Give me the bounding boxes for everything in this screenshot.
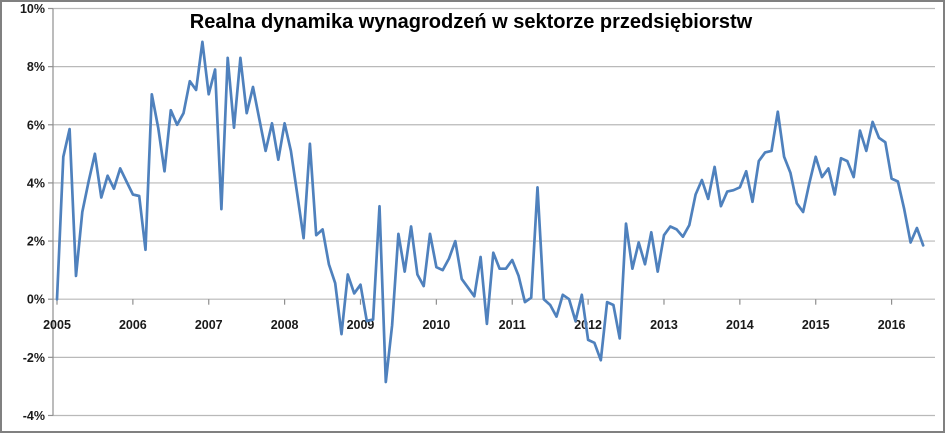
y-tick-label: 2% [27, 235, 45, 249]
chart-title: Realna dynamika wynagrodzeń w sektorze p… [189, 11, 753, 33]
x-tick-label: 2013 [650, 318, 678, 332]
x-tick-label: 2010 [422, 318, 450, 332]
y-tick-label: -2% [23, 351, 45, 365]
x-tick-label: 2005 [43, 318, 71, 332]
y-tick-label: 4% [27, 176, 45, 190]
x-tick-label: 2006 [119, 318, 147, 332]
y-tick-label: 6% [27, 118, 45, 132]
x-tick-label: 2011 [499, 318, 526, 332]
x-tick-label: 2016 [878, 318, 906, 332]
wage-dynamics-series-line [55, 40, 925, 384]
x-tick-label: 2008 [271, 318, 299, 332]
x-tick-label: 2015 [802, 318, 830, 332]
y-tick-label: -4% [23, 409, 45, 423]
x-tick-label: 2012 [574, 318, 602, 332]
x-tick-label: 2007 [195, 318, 223, 332]
y-tick-label: 8% [27, 60, 45, 74]
y-tick-label: 0% [27, 293, 45, 307]
x-tick-label: 2014 [726, 318, 754, 332]
y-tick-label: 10% [20, 2, 45, 16]
